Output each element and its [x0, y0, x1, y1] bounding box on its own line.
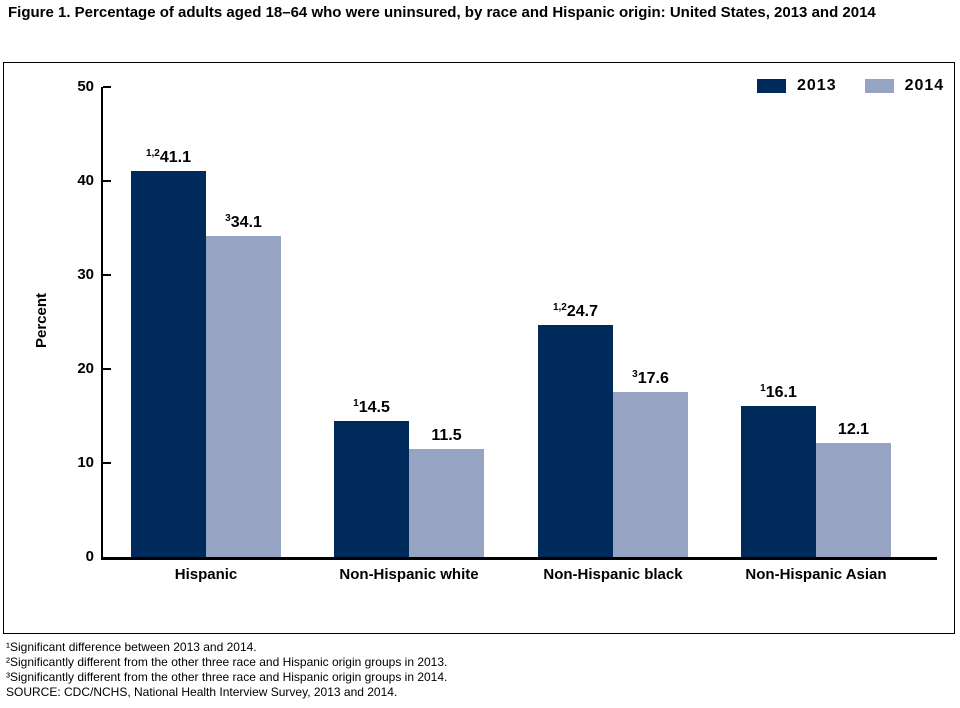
- value-text: 17.6: [637, 370, 669, 387]
- y-axis-line: [101, 87, 103, 560]
- y-tick-label-20: 20: [77, 360, 94, 377]
- figure-title: Figure 1. Percentage of adults aged 18–6…: [8, 4, 876, 21]
- x-axis-label-non-hispanic-black: Non-Hispanic black: [543, 566, 683, 583]
- bar-value-label-2014-non-hispanic-asian: 12.1: [779, 420, 929, 440]
- bar-2014-hispanic: [206, 236, 281, 557]
- footnotes: ¹Significant difference between 2013 and…: [6, 640, 447, 700]
- value-superscript: 3: [632, 369, 638, 380]
- y-tick-mark-40: [103, 180, 111, 182]
- bar-value-label-2014-non-hispanic-black: 317.6: [576, 369, 726, 391]
- legend-item-2013: 2013: [757, 77, 837, 95]
- value-superscript: 1,2: [552, 302, 567, 313]
- footnote-line-4: SOURCE: CDC/NCHS, National Health Interv…: [6, 685, 398, 699]
- y-tick-mark-30: [103, 274, 111, 276]
- x-axis-label-hispanic: Hispanic: [174, 566, 238, 583]
- value-text: 11.5: [431, 427, 462, 444]
- bar-2013-non-hispanic-black: [538, 325, 613, 557]
- value-superscript: 1: [353, 398, 359, 409]
- y-axis-title: Percent: [33, 292, 50, 348]
- x-axis-label-non-hispanic-asian: Non-Hispanic Asian: [745, 566, 887, 583]
- y-tick-label-50: 50: [77, 78, 94, 95]
- value-superscript: 1,2: [145, 148, 160, 159]
- value-text: 24.7: [566, 303, 599, 320]
- y-tick-label-30: 30: [77, 266, 94, 283]
- chart-box: 2013 2014 Percent 50 40 30 20 10 0 1,241.1 114.…: [3, 62, 955, 634]
- bar-value-label-2013-hispanic: 1,241.1: [94, 148, 244, 170]
- footnote-line-3: ³Significantly different from the other …: [6, 670, 448, 684]
- y-tick-mark-10: [103, 462, 111, 464]
- value-text: 14.5: [358, 399, 390, 416]
- legend-swatch-2013: [757, 79, 786, 93]
- y-tick-label-40: 40: [77, 172, 94, 189]
- value-text: 41.1: [159, 149, 192, 166]
- y-tick-mark-50: [103, 86, 111, 88]
- footnote-line-2: ²Significantly different from the other …: [6, 655, 448, 669]
- footnote-line-1: ¹Significant difference between 2013 and…: [6, 640, 257, 654]
- bar-2013-hispanic: [131, 171, 206, 557]
- bar-2013-non-hispanic-white: [334, 421, 409, 557]
- bar-2014-non-hispanic-black: [613, 392, 688, 557]
- x-axis-line: [101, 557, 937, 560]
- chart-legend: 2013 2014: [757, 77, 944, 95]
- bar-value-label-2014-hispanic: 334.1: [169, 213, 319, 235]
- value-text: 34.1: [230, 214, 262, 231]
- legend-swatch-2014: [864, 79, 894, 93]
- bar-value-label-2013-non-hispanic-white: 114.5: [297, 398, 447, 420]
- bar-value-label-2014-non-hispanic-white: 11.5: [372, 426, 522, 446]
- y-tick-label-0: 0: [85, 548, 94, 565]
- bar-value-label-2013-non-hispanic-asian: 116.1: [704, 383, 854, 405]
- value-text: 12.1: [837, 421, 870, 438]
- bar-2014-non-hispanic-asian: [816, 443, 891, 557]
- legend-label: 2014: [904, 77, 945, 94]
- value-text: 16.1: [765, 384, 797, 401]
- value-superscript: 3: [225, 213, 231, 224]
- bar-2014-non-hispanic-white: [409, 449, 484, 557]
- value-superscript: 1: [760, 383, 766, 394]
- y-tick-mark-20: [103, 368, 111, 370]
- bar-value-label-2013-non-hispanic-black: 1,224.7: [501, 302, 651, 324]
- bar-2013-non-hispanic-asian: [741, 406, 816, 557]
- y-tick-label-10: 10: [77, 454, 94, 471]
- legend-item-2014: 2014: [864, 77, 945, 95]
- legend-label: 2013: [797, 77, 837, 94]
- x-axis-label-non-hispanic-white: Non-Hispanic white: [339, 566, 479, 583]
